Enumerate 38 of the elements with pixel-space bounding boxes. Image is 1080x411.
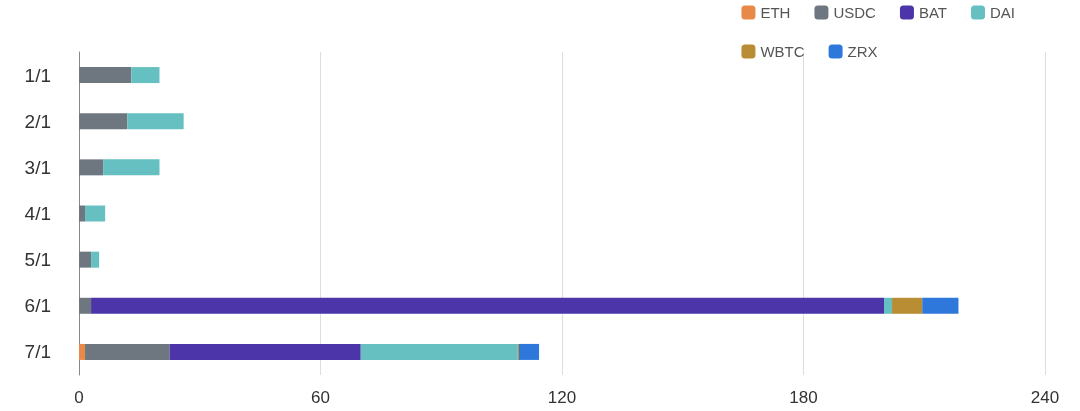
bar [91,297,884,314]
y-tick-label: 3/1 [24,156,51,178]
bar [360,343,518,360]
bar [518,343,540,360]
legend-label: DAI [990,4,1016,21]
bar [79,159,104,176]
legend-label: BAT [918,4,947,21]
y-tick-label: 1/1 [24,64,51,86]
x-tick-label: 180 [789,388,818,407]
bar [79,205,86,222]
x-tick-label: 60 [311,388,330,407]
y-tick-label: 6/1 [24,295,51,317]
y-tick-label: 2/1 [24,110,51,132]
bar [79,67,132,84]
x-tick-label: 120 [547,388,577,407]
x-tick-label: 240 [1030,388,1060,407]
legend-label: USDC [833,4,877,21]
x-tick-label: 0 [74,388,84,407]
y-tick-label: 5/1 [24,249,51,271]
bar [79,297,92,314]
legend-label: WBTC [760,43,805,60]
bar [79,343,86,360]
bar [169,343,361,360]
bar [922,297,959,314]
legend-label: ZRX [847,43,878,60]
legend-label: ETH [760,4,791,21]
bar [892,297,923,314]
bar [79,113,128,130]
bar [85,343,170,360]
bar [131,67,160,84]
bar [85,205,106,222]
bar [79,251,92,268]
y-tick-label: 7/1 [24,341,51,363]
bar [127,113,184,130]
bar [103,159,160,176]
bar [884,297,893,314]
y-tick-label: 4/1 [24,203,51,224]
bar [91,251,100,268]
